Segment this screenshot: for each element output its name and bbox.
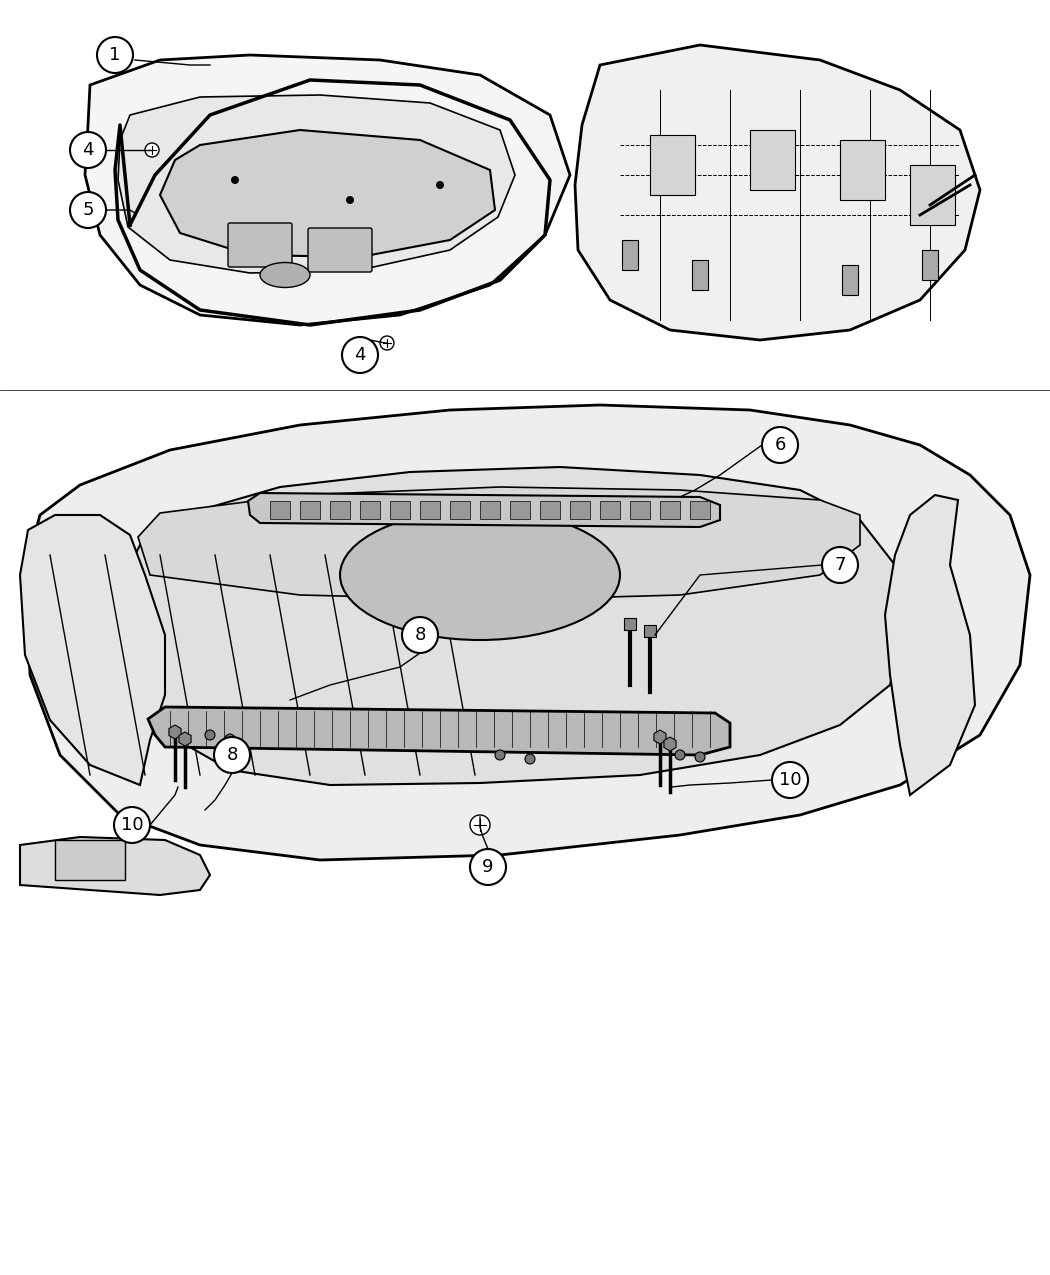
Bar: [692, 260, 708, 289]
Bar: [600, 501, 620, 519]
Polygon shape: [25, 405, 1030, 861]
Circle shape: [772, 762, 808, 798]
Bar: [750, 130, 795, 190]
Bar: [330, 501, 350, 519]
Circle shape: [70, 193, 106, 228]
Bar: [622, 240, 638, 270]
Bar: [510, 501, 530, 519]
Text: 10: 10: [121, 816, 143, 834]
Text: 6: 6: [774, 436, 785, 454]
Text: 10: 10: [779, 771, 801, 789]
Bar: [690, 501, 710, 519]
Circle shape: [231, 176, 239, 184]
Bar: [420, 501, 440, 519]
Polygon shape: [20, 836, 210, 895]
FancyBboxPatch shape: [228, 223, 292, 266]
Circle shape: [225, 734, 235, 745]
Bar: [390, 501, 410, 519]
Bar: [650, 135, 695, 195]
Polygon shape: [85, 55, 570, 325]
Bar: [480, 501, 500, 519]
FancyBboxPatch shape: [308, 228, 372, 272]
Circle shape: [114, 807, 150, 843]
Text: 5: 5: [82, 201, 93, 219]
Text: 1: 1: [109, 46, 121, 64]
Bar: [842, 265, 858, 295]
Circle shape: [695, 752, 705, 762]
Bar: [910, 164, 956, 224]
Polygon shape: [20, 515, 165, 785]
Bar: [300, 501, 320, 519]
Text: 4: 4: [354, 346, 365, 363]
Text: 8: 8: [227, 746, 237, 764]
Ellipse shape: [260, 263, 310, 287]
Circle shape: [675, 750, 685, 760]
Circle shape: [97, 37, 133, 73]
Circle shape: [495, 750, 505, 760]
Bar: [660, 501, 680, 519]
Ellipse shape: [340, 510, 620, 640]
Circle shape: [214, 737, 250, 773]
Circle shape: [470, 849, 506, 885]
Bar: [922, 250, 938, 280]
Circle shape: [402, 617, 438, 653]
Polygon shape: [148, 708, 730, 755]
Circle shape: [145, 143, 159, 157]
Polygon shape: [118, 96, 514, 273]
Bar: [360, 501, 380, 519]
Text: 7: 7: [835, 556, 845, 574]
Circle shape: [822, 547, 858, 583]
Bar: [55, 840, 125, 880]
Polygon shape: [160, 130, 495, 258]
Circle shape: [205, 731, 215, 739]
Bar: [644, 625, 656, 638]
Circle shape: [346, 196, 354, 204]
Bar: [570, 501, 590, 519]
Polygon shape: [248, 493, 720, 527]
Bar: [630, 501, 650, 519]
Text: 9: 9: [482, 858, 494, 876]
Circle shape: [470, 815, 490, 835]
Bar: [840, 140, 885, 200]
Polygon shape: [120, 467, 905, 785]
Polygon shape: [575, 45, 980, 340]
Bar: [540, 501, 560, 519]
Text: 4: 4: [82, 142, 93, 159]
Text: 8: 8: [415, 626, 425, 644]
Circle shape: [70, 133, 106, 168]
Circle shape: [436, 181, 444, 189]
Circle shape: [342, 337, 378, 374]
Bar: [270, 501, 290, 519]
Bar: [450, 501, 470, 519]
Polygon shape: [138, 487, 860, 601]
Circle shape: [380, 337, 394, 351]
Circle shape: [525, 754, 536, 764]
Circle shape: [762, 427, 798, 463]
Polygon shape: [885, 495, 975, 796]
Bar: [624, 618, 636, 630]
